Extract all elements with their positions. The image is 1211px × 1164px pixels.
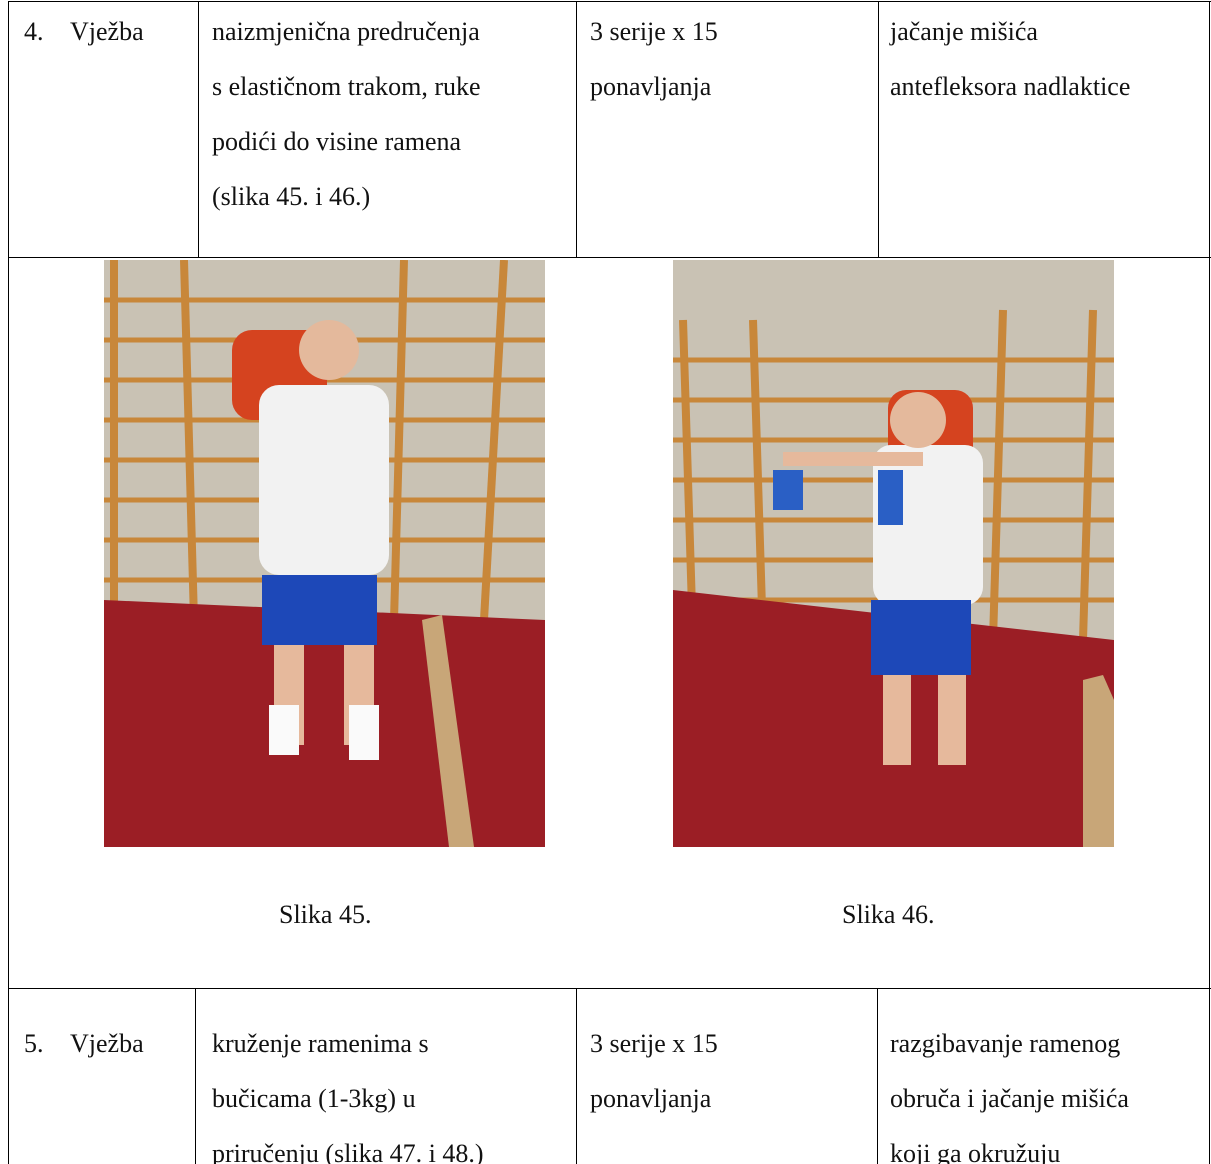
description-line: kruženje ramenima s (212, 1029, 429, 1058)
goal-line: antefleksora nadlaktice (890, 72, 1131, 101)
photo (104, 260, 545, 847)
goal-line: jačanje mišića (890, 17, 1038, 46)
figure-caption: Slika 45. (279, 900, 372, 929)
border (576, 988, 577, 1164)
border (1209, 1, 1210, 1164)
goal-line: koji ga okružuju (890, 1139, 1061, 1164)
border (878, 1, 879, 257)
description-line: priručenju (slika 47. i 48.) (212, 1139, 484, 1164)
border (195, 988, 196, 1164)
border (8, 1, 1211, 2)
border (576, 1, 577, 257)
row-name: Vježba (70, 17, 144, 46)
row-name: Vježba (70, 1029, 144, 1058)
photo (673, 260, 1114, 847)
row-number: 4. (24, 17, 44, 46)
description-line: (slika 45. i 46.) (212, 182, 371, 211)
border (8, 257, 1211, 258)
border (877, 988, 878, 1164)
dose-line: ponavljanja (590, 1084, 712, 1113)
row-number: 5. (24, 1029, 44, 1058)
description-line: s elastičnom trakom, ruke (212, 72, 481, 101)
border (8, 988, 1211, 989)
border (8, 1, 9, 1164)
dose-line: 3 serije x 15 (590, 17, 718, 46)
dose-line: 3 serije x 15 (590, 1029, 718, 1058)
description-line: podići do visine ramena (212, 127, 462, 156)
goal-line: razgibavanje ramenog (890, 1029, 1121, 1058)
goal-line: obruča i jačanje mišića (890, 1084, 1129, 1113)
figure-caption: Slika 46. (842, 900, 935, 929)
description-line: naizmjenična predručenja (212, 17, 480, 46)
border (198, 1, 199, 257)
description-line: bučicama (1-3kg) u (212, 1084, 416, 1113)
dose-line: ponavljanja (590, 72, 712, 101)
